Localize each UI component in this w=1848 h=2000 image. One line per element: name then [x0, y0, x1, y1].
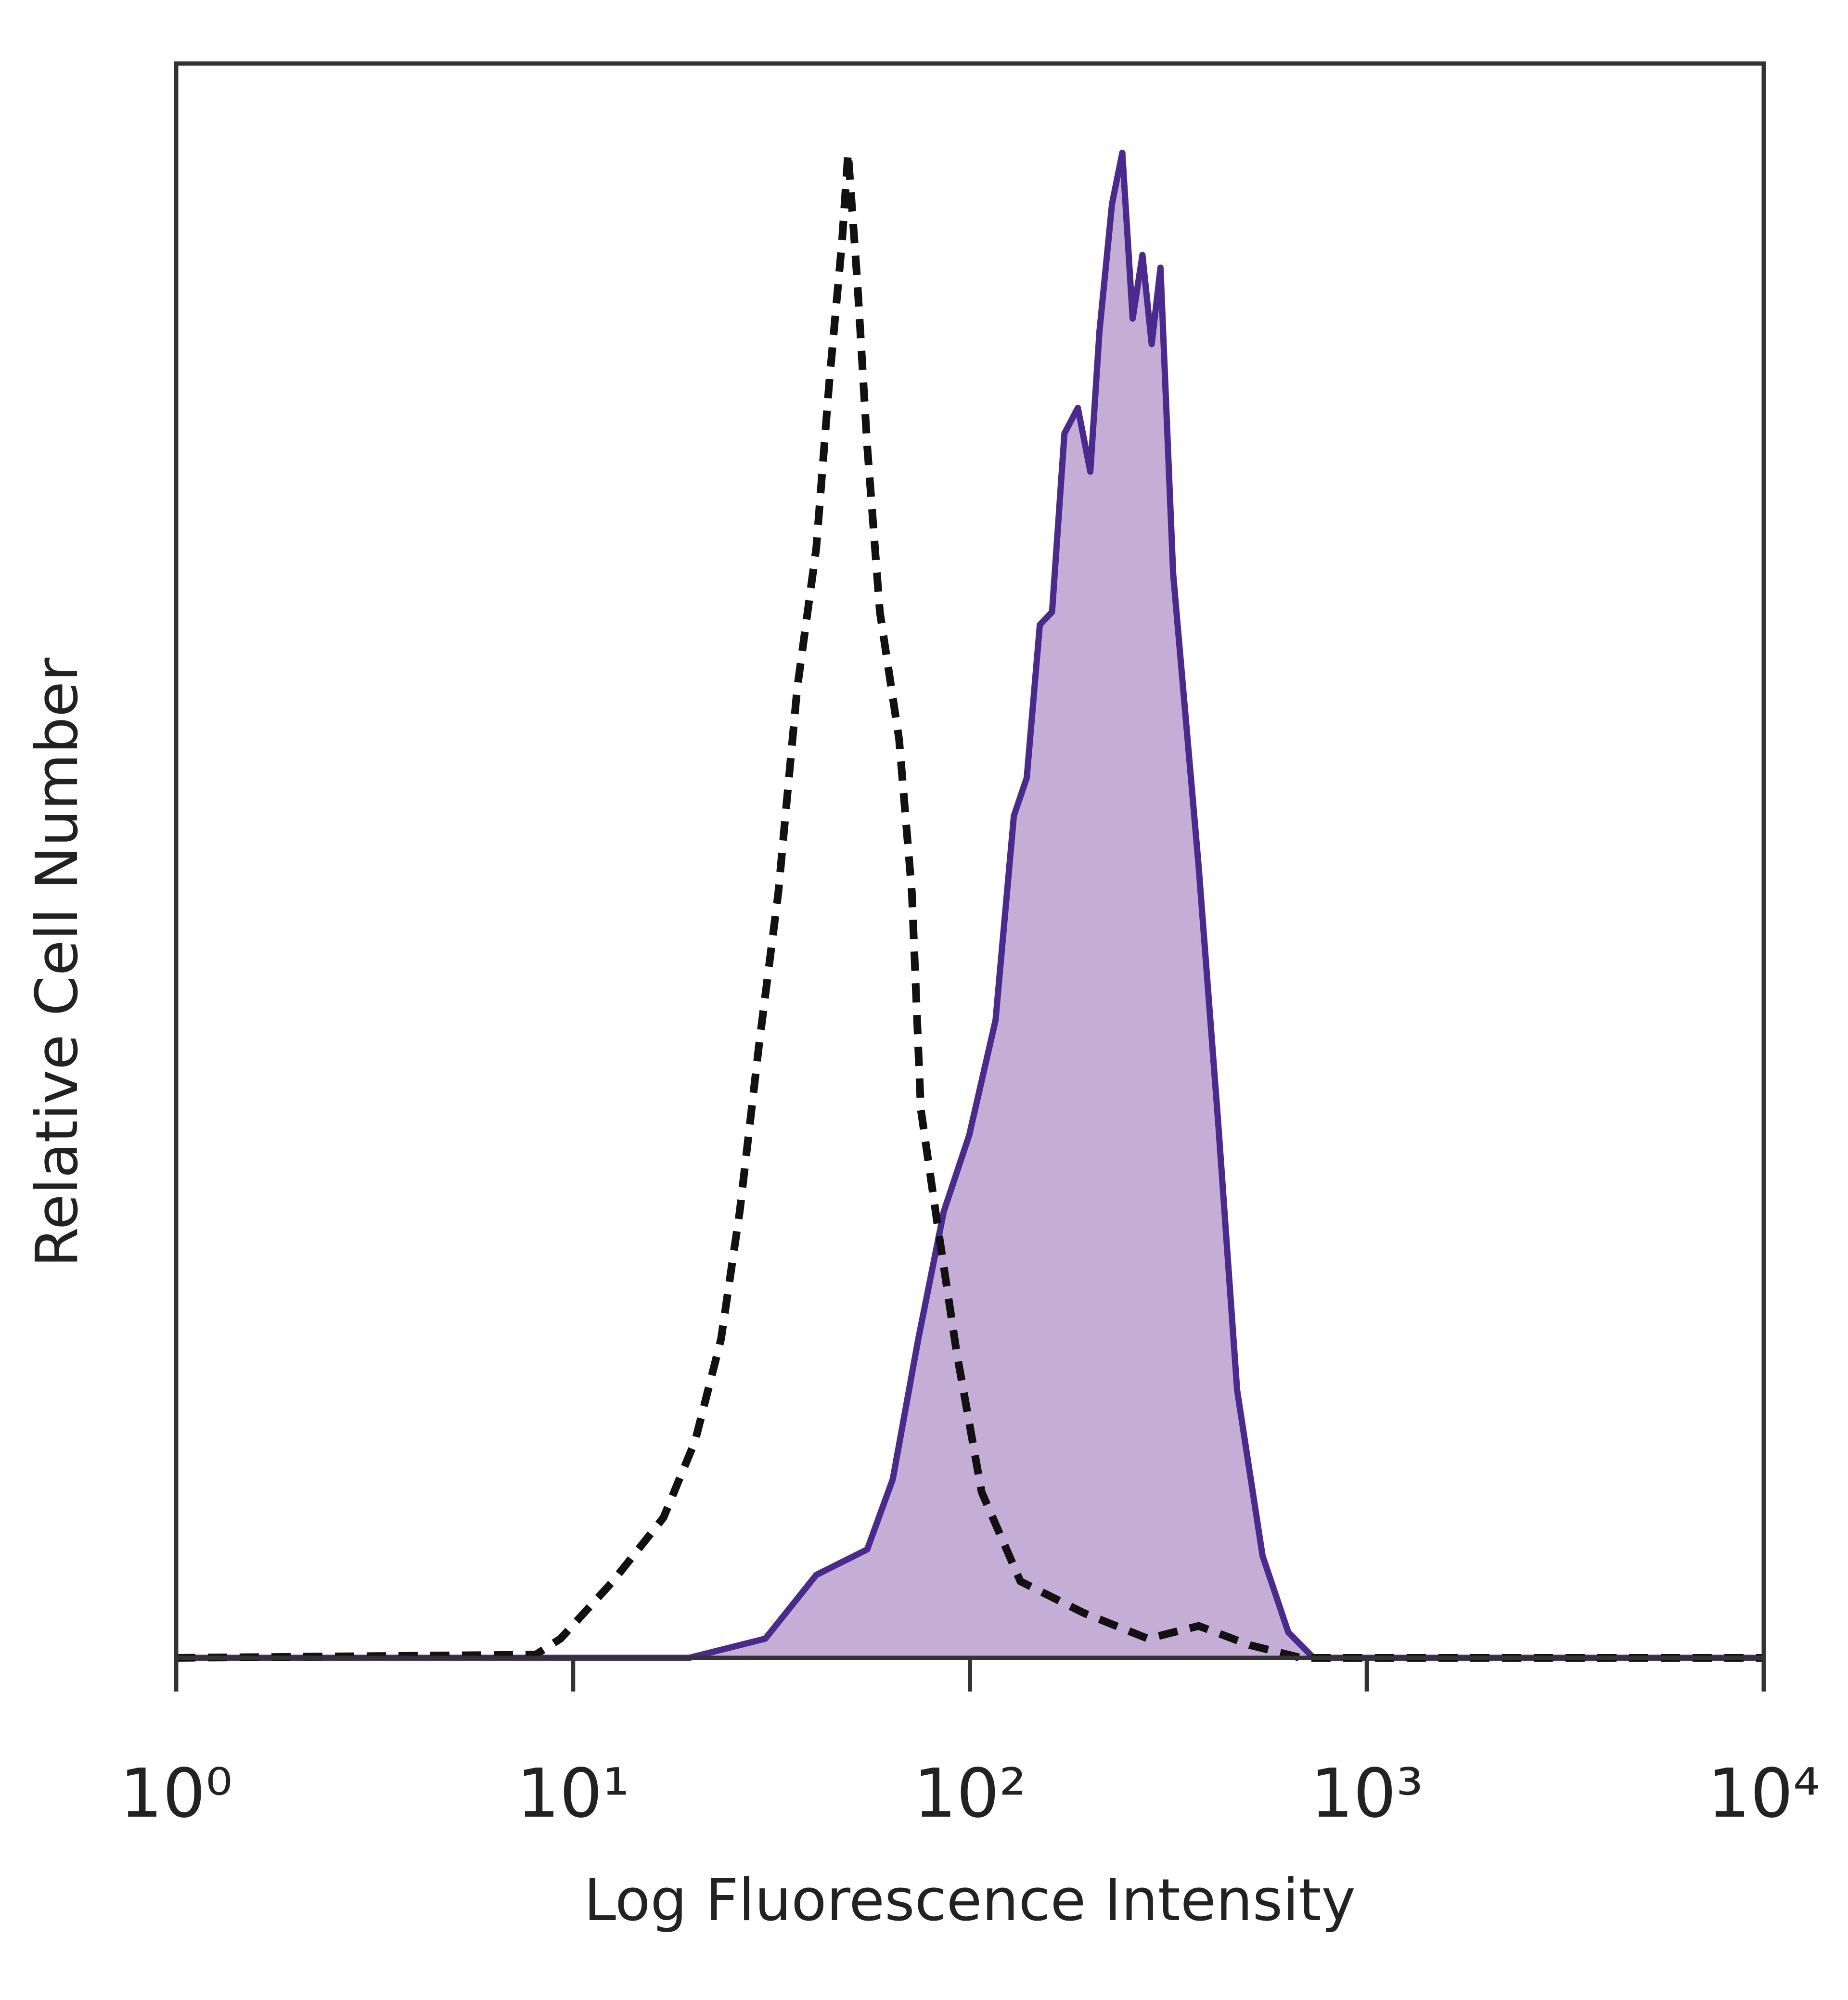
histogram-line — [176, 149, 1764, 1662]
x-tick-label: 10⁴ — [1707, 1755, 1820, 1833]
x-tick-label: 10³ — [1310, 1755, 1423, 1833]
x-axis-label: Log Fluorescence Intensity — [584, 1867, 1355, 1934]
histogram-line — [176, 150, 1764, 1661]
y-axis-label: Relative Cell Number — [24, 657, 91, 1267]
x-tick-label: 10² — [913, 1755, 1026, 1833]
histogram-area — [176, 153, 1764, 1658]
x-tick-label: 10¹ — [517, 1755, 629, 1833]
x-tick-label: 10⁰ — [120, 1755, 232, 1833]
